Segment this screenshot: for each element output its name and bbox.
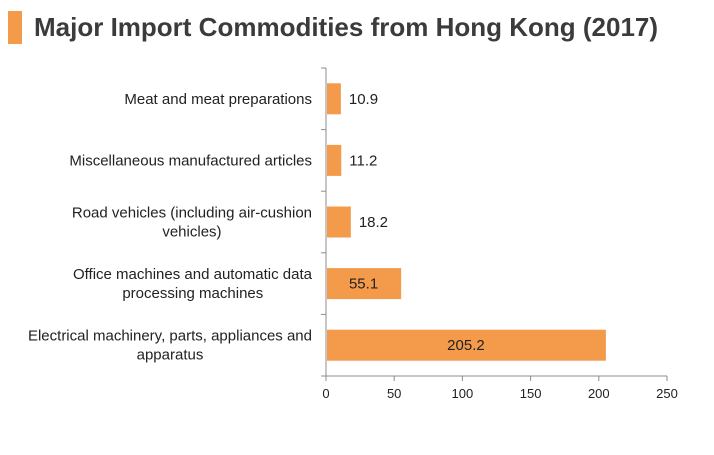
bar	[327, 206, 351, 238]
x-tick-label: 200	[588, 386, 610, 401]
bar	[327, 83, 341, 115]
chart-title: Major Import Commodities from Hong Kong …	[34, 12, 659, 42]
x-tick-label: 50	[387, 386, 401, 401]
x-tick-label: 250	[656, 386, 678, 401]
data-label: 10.9	[349, 91, 378, 108]
category-label: Meat and meat preparations	[124, 91, 312, 108]
x-tick-label: 0	[322, 386, 329, 401]
title-accent-bar	[8, 11, 22, 44]
data-label: 55.1	[349, 276, 378, 293]
data-label: 11.2	[349, 152, 377, 169]
category-label: processing machines	[122, 285, 263, 302]
category-label: vehicles)	[162, 224, 221, 241]
bar	[327, 144, 342, 176]
category-label: Road vehicles (including air-cushion	[72, 205, 312, 222]
category-label: Office machines and automatic data	[73, 266, 313, 283]
data-label: 205.2	[447, 337, 485, 354]
category-label: Miscellaneous manufactured articles	[69, 152, 312, 169]
data-label: 18.2	[359, 214, 388, 231]
bar	[327, 268, 402, 300]
x-tick-label: 100	[452, 386, 474, 401]
title-block: Major Import Commodities from Hong Kong …	[8, 8, 708, 48]
x-tick-label: 150	[520, 386, 542, 401]
bar	[327, 329, 606, 361]
category-label: apparatus	[137, 347, 204, 364]
category-label: Electrical machinery, parts, appliances …	[28, 328, 312, 345]
